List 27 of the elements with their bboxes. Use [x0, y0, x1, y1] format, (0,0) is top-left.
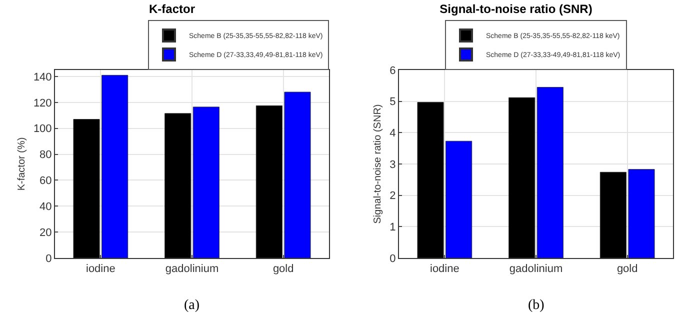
- chart-title: K-factor: [148, 2, 196, 16]
- y-tick-label: 40: [40, 200, 52, 213]
- y-tick-label: 140: [33, 71, 52, 84]
- y-tick-label: 0: [46, 252, 52, 265]
- x-tick-label: gold: [272, 263, 294, 276]
- y-tick-label: 80: [40, 149, 52, 162]
- x-tick-label: gold: [616, 263, 638, 276]
- y-tick-label: 60: [40, 175, 52, 188]
- x-tick-label: gadolinium: [165, 263, 219, 276]
- x-tick-label: gadolinium: [509, 263, 563, 276]
- y-tick-label: 20: [40, 226, 52, 239]
- y-tick-label: 2: [390, 190, 396, 202]
- y-tick-label: 4: [390, 128, 396, 140]
- text: (b): [528, 298, 545, 313]
- x-tick-label: iodine: [86, 263, 116, 276]
- y-tick-label: 0: [390, 252, 396, 265]
- y-axis-title: K-factor (%): [16, 137, 28, 191]
- x-tick-label: iodine: [430, 263, 460, 276]
- y-tick-label: 120: [33, 97, 52, 110]
- y-axis-title: Signal-to-noise ratio (SNR): [372, 104, 384, 224]
- chart-title: Signal-to-noise ratio (SNR): [440, 2, 592, 16]
- y-tick-label: 100: [33, 123, 52, 136]
- y-tick-label: 1: [390, 222, 396, 234]
- y-tick-label: 3: [390, 158, 396, 171]
- y-tick-label: 5: [390, 96, 396, 108]
- text: (a): [184, 298, 200, 313]
- y-tick-label: 6: [390, 64, 396, 77]
